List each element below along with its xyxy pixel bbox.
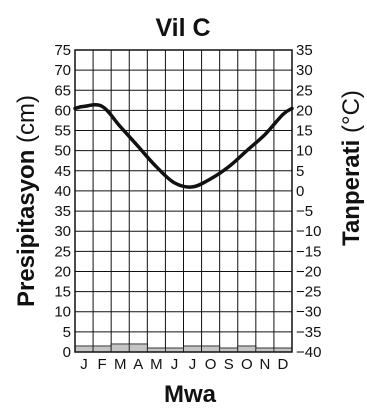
x-tick-label: J [189,356,197,373]
left-tick-label: 50 [54,143,71,160]
left-tick-label: 0 [63,344,71,361]
x-axis-label: Mwa [164,381,217,408]
x-tick-label: J [171,356,179,373]
precipitation-bar [92,345,112,353]
x-tick-label: O [205,356,217,373]
left-tick-label: 25 [54,243,71,260]
right-tick-label: −20 [296,263,321,280]
precipitation-bar [183,345,202,353]
right-tick-label: −35 [296,324,321,341]
left-axis-label-main: Presipitasyon [13,150,40,307]
x-tick-label: M [150,356,163,373]
x-tick-label: F [98,356,107,373]
left-tick-label: 30 [54,223,71,240]
x-tick-label: N [259,356,270,373]
left-tick-label: 20 [54,263,71,280]
left-tick-label: 60 [54,102,71,119]
left-tick-label: 15 [54,284,71,301]
x-tick-label: J [80,356,88,373]
left-tick-label: 35 [54,203,71,220]
right-tick-label: 30 [296,62,313,79]
right-tick-label: −40 [296,344,321,361]
right-tick-label: 0 [296,183,304,200]
right-tick-label: 20 [296,102,313,119]
precipitation-bars [74,343,293,353]
left-tick-label: 10 [54,304,71,321]
precipitation-bar [128,343,148,353]
right-tick-label: −30 [296,304,321,321]
right-tick-label: −10 [296,223,321,240]
x-tick-label: M [114,356,127,373]
precipitation-bar [74,345,94,353]
precipitation-bar [201,345,221,353]
plot-frame [74,49,293,353]
left-tick-label: 65 [54,82,71,99]
right-tick-label: 10 [296,143,313,160]
left-axis-label-unit: (cm) [13,95,40,150]
right-tick-label: 25 [296,82,313,99]
x-tick-label: A [133,356,143,373]
right-axis-ticks: 35 30 25 20 15 10 5 0 −5 −10 −15 −20 −25 −30 −35 −40 [296,42,321,361]
left-tick-label: 70 [54,62,71,79]
temperature-line [73,103,294,189]
x-tick-label: D [278,356,289,373]
precipitation-bar [110,343,130,353]
left-tick-label: 75 [54,42,71,59]
chart-title: Vil C [155,14,210,42]
right-tick-label: 5 [296,163,304,180]
right-axis-label: Tanperati (°C) [338,90,365,246]
precipitation-bar [237,345,257,353]
right-tick-label: −5 [296,203,313,220]
right-tick-label: 15 [296,123,313,140]
left-tick-label: 40 [54,183,71,200]
right-tick-label: −15 [296,243,321,260]
right-axis-label-main: Tanperati [338,140,365,246]
right-axis-label-unit: (°C) [338,90,365,140]
left-tick-label: 55 [54,123,71,140]
left-tick-label: 5 [63,324,71,341]
right-tick-label: −25 [296,284,321,301]
x-tick-label: O [241,356,253,373]
right-tick-label: 35 [296,42,313,59]
grid [75,50,292,352]
left-tick-label: 45 [54,163,71,180]
left-axis-label: Presipitasyon (cm) [13,95,40,307]
x-tick-label: S [224,356,234,373]
